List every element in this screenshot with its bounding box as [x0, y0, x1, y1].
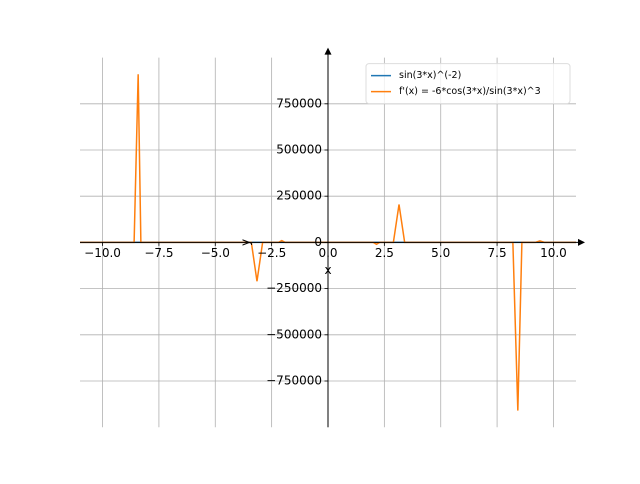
x-tick-label: −10.0	[84, 246, 121, 260]
y-tick-label: 500000	[276, 143, 322, 157]
y-axis-arrow	[324, 47, 332, 55]
x-tick-label: 5.0	[431, 246, 450, 260]
x-axis-arrow	[578, 238, 585, 246]
legend: sin(3*x)^(-2) f'(x) = -6*cos(3*x)/sin(3*x…	[365, 63, 571, 105]
y-tick-label: 250000	[276, 189, 322, 203]
legend-label: f'(x) = -6*cos(3*x)/sin(3*x)^3	[399, 86, 541, 97]
y-tick-label: −250000	[266, 281, 322, 295]
legend-box	[365, 63, 571, 105]
axes: −10.0 −7.5 −5.0 −2.5 0.0 2.5 5.0 7.5 10.0−750000…	[80, 47, 585, 428]
y-tick-label: −500000	[266, 327, 322, 341]
x-tick-label: −5.0	[201, 246, 230, 260]
x-axis-label: x	[324, 263, 331, 277]
x-tick-label: 7.5	[488, 246, 507, 260]
y-axis-label: y	[239, 239, 253, 246]
x-tick-label: 2.5	[375, 246, 394, 260]
legend-label: sin(3*x)^(-2)	[399, 70, 461, 81]
x-tick-label: −7.5	[144, 246, 173, 260]
y-tick-label: −750000	[266, 374, 322, 388]
y-tick-label: 750000	[276, 96, 322, 110]
x-tick-label: 10.0	[540, 246, 567, 260]
x-tick-label: −2.5	[257, 246, 286, 260]
